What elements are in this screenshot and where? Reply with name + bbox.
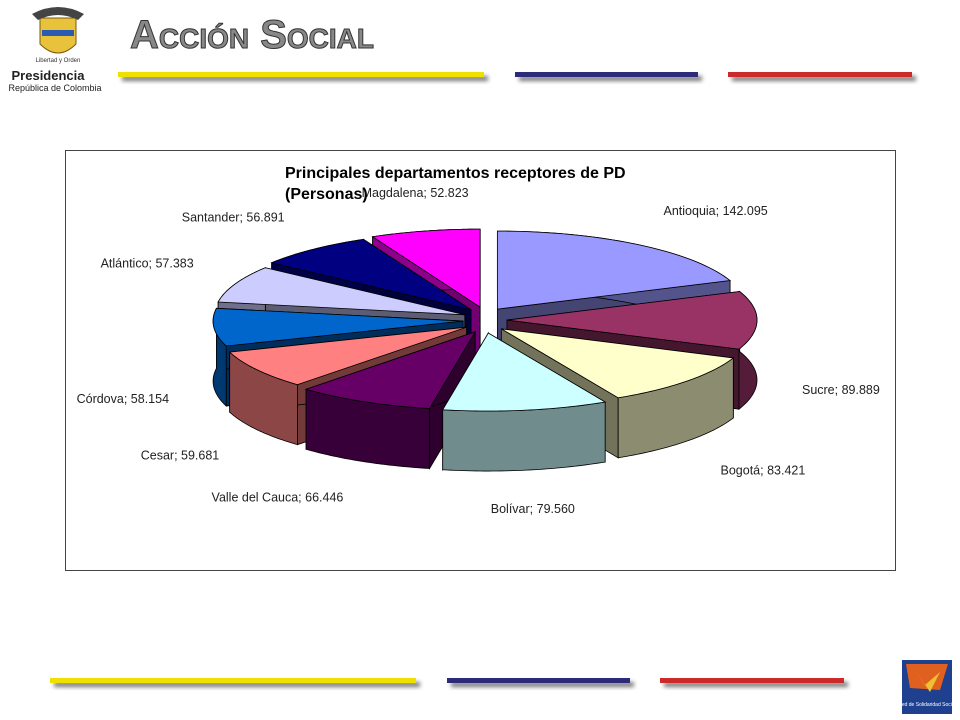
data-label: Bogotá; 83.421: [721, 463, 806, 477]
data-label: Santander; 56.891: [182, 210, 285, 224]
slice: [217, 267, 465, 316]
org: Presidencia: [12, 68, 86, 83]
slice: [228, 326, 467, 386]
country: República de Colombia: [8, 83, 101, 93]
slice: [496, 230, 732, 310]
slice: [270, 238, 472, 311]
data-label: Córdova; 58.154: [77, 392, 169, 406]
footer-logo: [902, 660, 952, 714]
data-label: Cesar; 59.681: [141, 448, 220, 462]
data-label: Atlántico; 57.383: [101, 256, 194, 270]
slice-side: [442, 401, 606, 472]
slice: [442, 332, 607, 412]
header-rules: [118, 72, 912, 77]
footer-rules: [50, 678, 844, 683]
motto: Libertad y Orden: [36, 58, 81, 64]
data-label: Magdalena; 52.823: [362, 186, 469, 200]
chart-title: Principales departamentos receptores de …: [285, 165, 626, 203]
footer-logo-text: Red de Solidaridad Social: [898, 702, 956, 708]
slice: [212, 307, 464, 347]
coat-of-arms: [32, 7, 84, 54]
slice: [506, 291, 758, 350]
data-label: Valle del Cauca; 66.446: [212, 491, 344, 505]
slice: [501, 328, 735, 399]
pie: Antioquia; 142.095 Sucre; 89.889 Bogotá; 8…: [77, 186, 880, 516]
data-label: Bolívar; 79.560: [491, 502, 575, 516]
data-label: Antioquia; 142.095: [664, 204, 768, 218]
slice: [371, 228, 481, 308]
data-label: Sucre; 89.889: [802, 383, 880, 397]
brand: Acción Social: [130, 13, 374, 57]
slice: [304, 331, 477, 409]
